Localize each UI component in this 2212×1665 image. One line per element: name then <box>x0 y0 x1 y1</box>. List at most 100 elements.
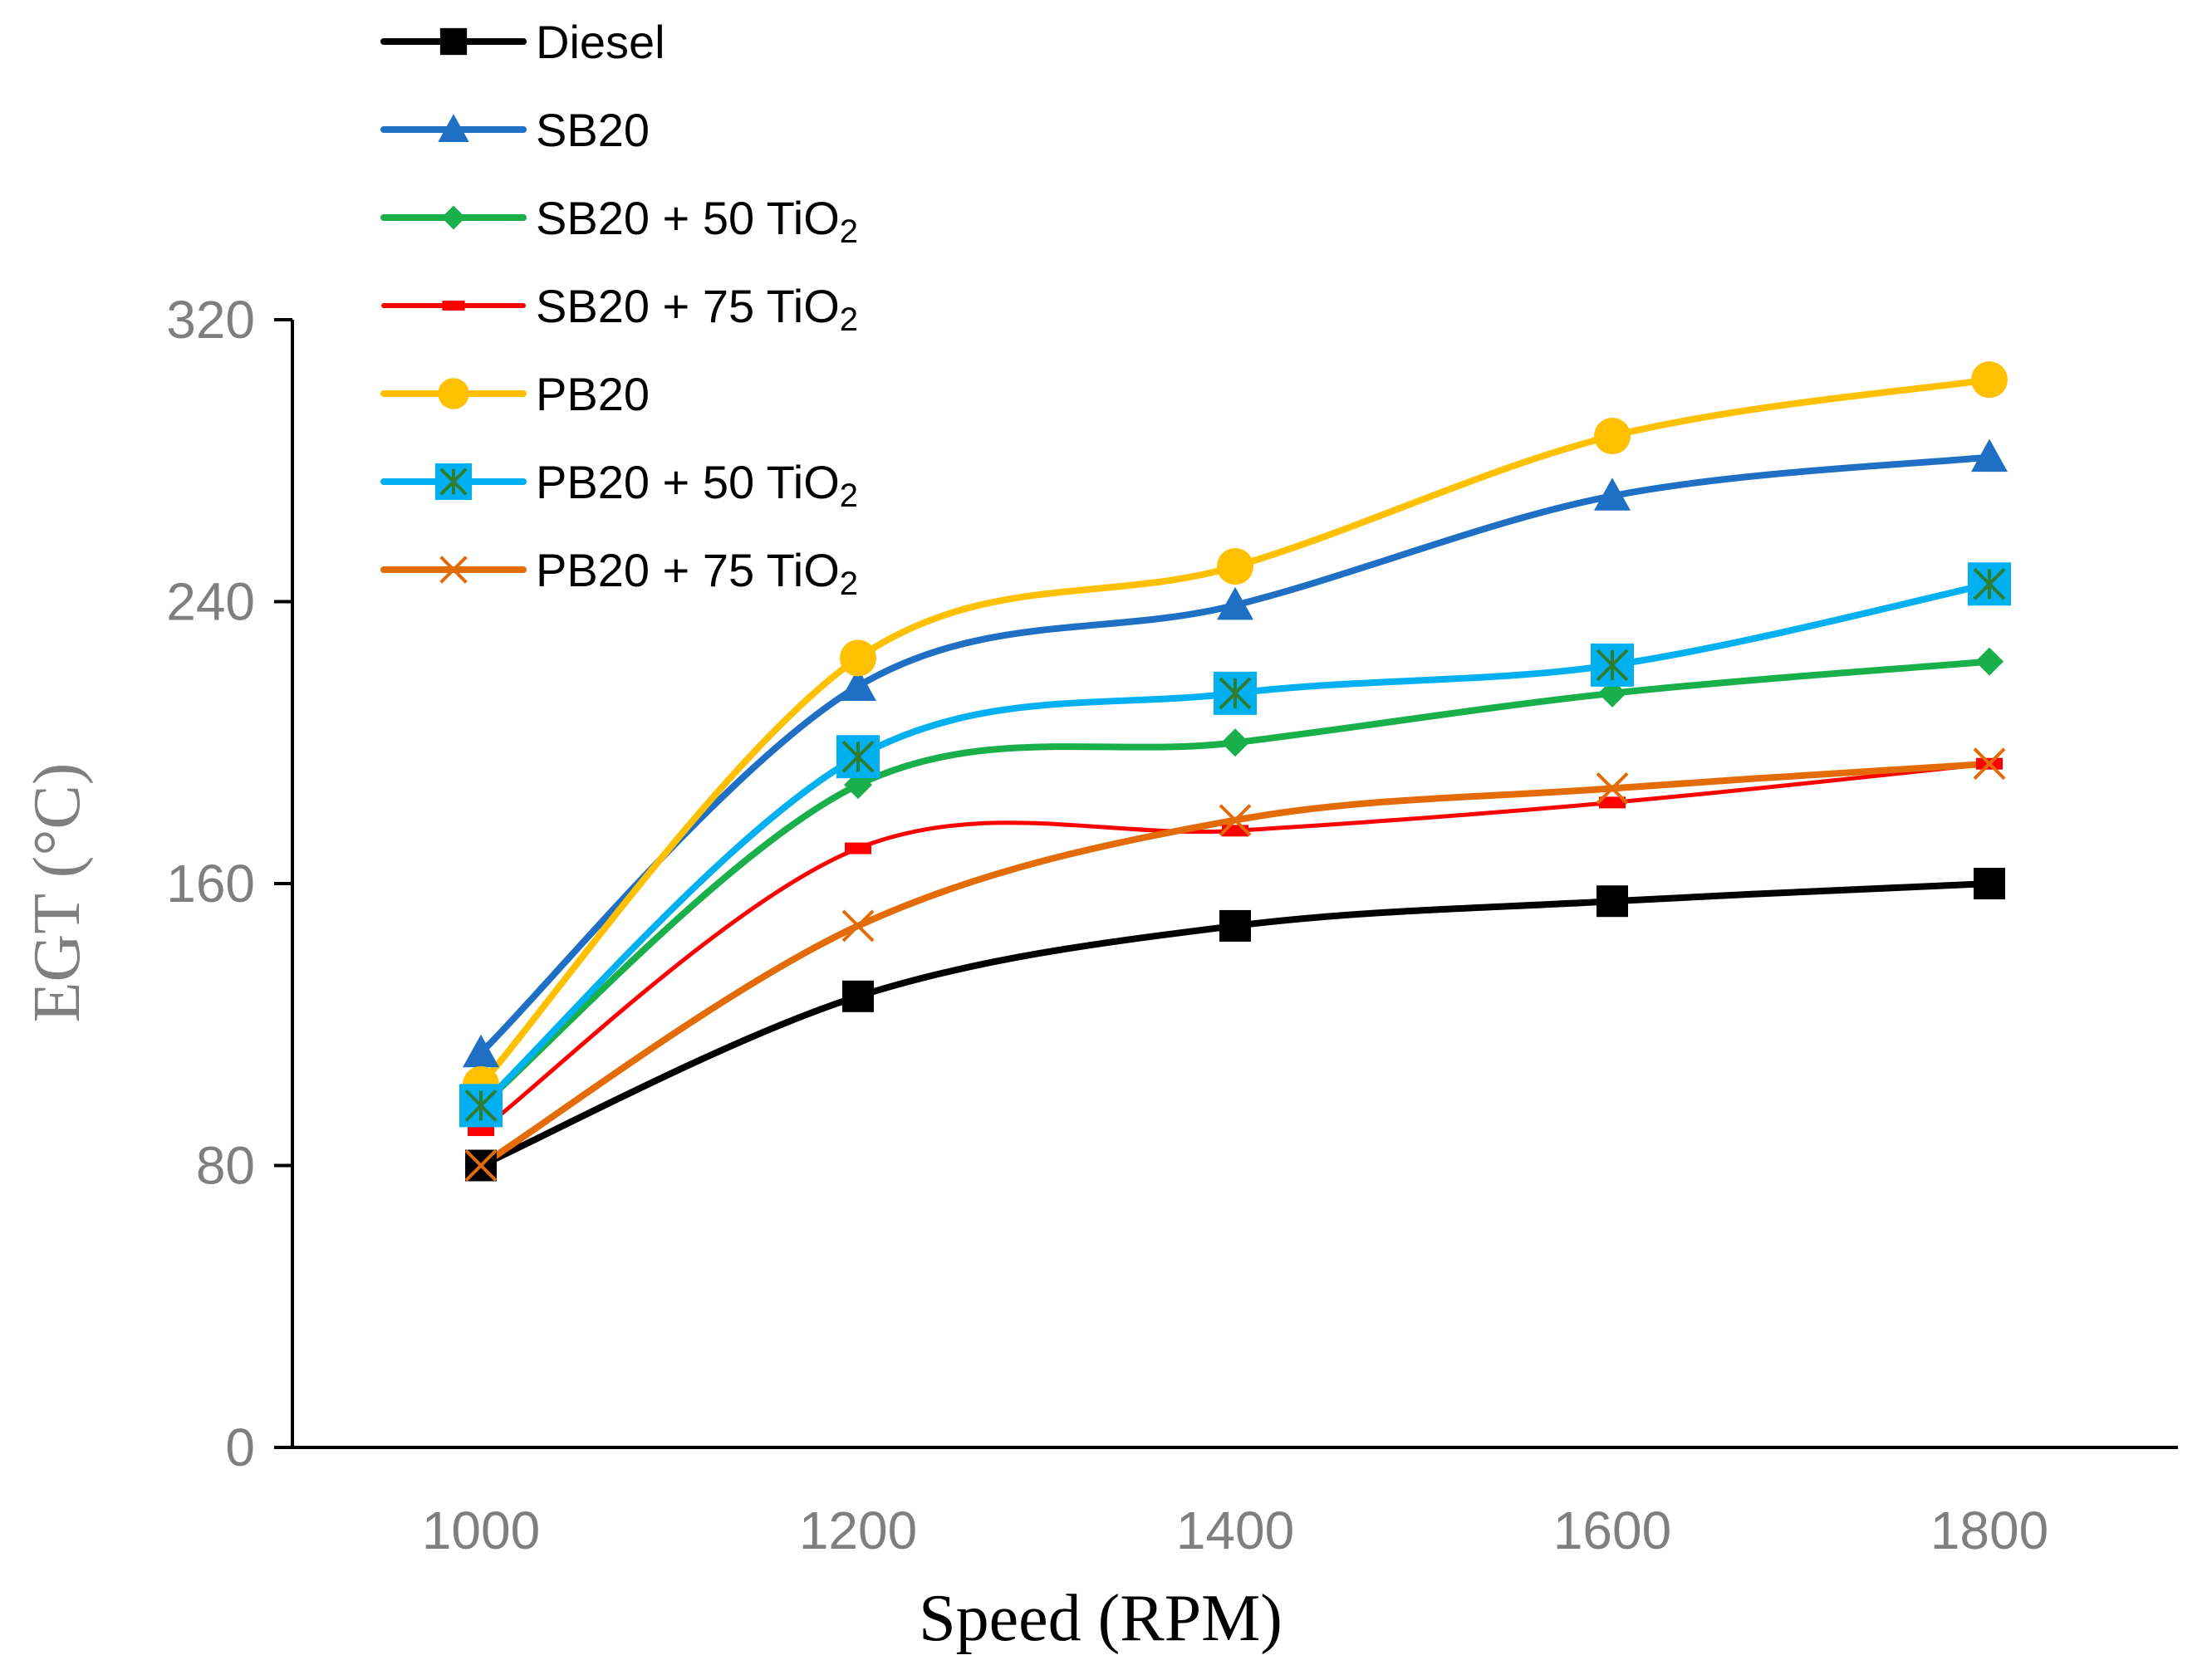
data-point-s4-shape <box>1971 361 2008 399</box>
data-point-s4-shape <box>1594 418 1631 455</box>
legend-label: SB20 + 75 TiO2 <box>536 280 858 338</box>
data-point-s6-stroke <box>841 909 875 943</box>
legend-label-text: PB20 + 75 TiO <box>536 544 840 596</box>
legend-label: PB20 + 50 TiO2 <box>536 456 858 514</box>
series-line-1 <box>478 453 1993 1056</box>
data-point-s6 <box>841 909 875 943</box>
legend-swatch-marker-shape <box>439 27 468 56</box>
data-point-s4 <box>1217 548 1253 585</box>
legend-label-text: Diesel <box>536 16 665 68</box>
x-tick-label: 1400 <box>1176 1501 1294 1560</box>
legend-label-subscript: 2 <box>840 213 858 250</box>
legend-label: SB20 <box>536 104 650 156</box>
x-tick-label: 1000 <box>422 1501 540 1560</box>
legend-label: PB20 <box>536 368 650 420</box>
data-point-s3-shape <box>468 1124 494 1137</box>
legend-swatch-marker <box>441 205 466 230</box>
data-point-s3 <box>1599 796 1626 809</box>
series-line-2 <box>478 658 1993 1109</box>
legend-swatch-marker <box>434 463 473 501</box>
legend-label-text: SB20 + 50 TiO <box>536 192 840 244</box>
data-point-s0-shape <box>1974 868 2005 899</box>
data-point-s2 <box>1975 647 2004 676</box>
y-tick-label: 320 <box>166 290 255 350</box>
x-tick-label: 1200 <box>799 1501 917 1560</box>
legend-label-subscript: 2 <box>840 301 858 338</box>
data-point-s0 <box>1974 868 2005 899</box>
legend-swatch-marker <box>438 114 469 142</box>
legend-label-text: SB20 <box>536 104 650 156</box>
data-point-s0 <box>842 980 874 1012</box>
legend-swatch-marker <box>438 378 469 409</box>
y-ticks: 0 80 160 240 320 <box>166 290 292 1477</box>
legend-swatch-marker-shape <box>442 301 465 311</box>
data-point-s3-shape <box>1599 796 1626 809</box>
data-point-s3 <box>468 1124 494 1137</box>
x-axis-title: Speed (RPM) <box>919 1582 1283 1655</box>
data-point-s1 <box>463 1034 499 1068</box>
data-point-s5 <box>1591 643 1634 687</box>
legend-swatch-marker <box>442 301 465 311</box>
data-point-s2-shape <box>1221 728 1249 757</box>
data-point-s5 <box>1214 671 1257 715</box>
legend-label-subscript: 2 <box>840 477 858 514</box>
legend-label: PB20 + 75 TiO2 <box>536 544 858 602</box>
data-point-s1 <box>1217 586 1253 620</box>
legend-label: Diesel <box>536 16 665 68</box>
data-point-s2-shape <box>1975 647 2004 676</box>
data-point-s4 <box>1971 361 2008 399</box>
data-point-s3 <box>845 842 871 855</box>
x-ticks: 1000 1200 1400 1600 1800 <box>422 1501 2048 1560</box>
y-tick-label: 0 <box>225 1418 255 1477</box>
legend-label-subscript: 2 <box>840 566 858 602</box>
data-point-s4-shape <box>840 639 876 677</box>
markers <box>459 361 2011 1182</box>
data-point-s5 <box>1968 562 2011 606</box>
data-point-s4 <box>840 639 876 677</box>
data-point-s0 <box>1596 885 1628 918</box>
data-point-s6 <box>1973 747 2006 781</box>
data-point-s4 <box>1594 418 1631 455</box>
legend-label-text: PB20 + 50 TiO <box>536 456 840 508</box>
data-point-s1-shape <box>1971 438 2008 473</box>
data-point-s3-shape <box>845 842 871 855</box>
data-point-s0-shape <box>842 980 874 1012</box>
y-tick-label: 80 <box>196 1136 255 1196</box>
data-point-s4-shape <box>1217 548 1253 585</box>
data-point-s2 <box>1221 728 1249 757</box>
legend-label-text: SB20 + 75 TiO <box>536 280 840 332</box>
data-point-s6 <box>1596 772 1629 805</box>
series-line-6 <box>478 760 1993 1169</box>
legend-swatch-marker-shape <box>438 114 469 142</box>
data-point-s1 <box>1594 477 1631 511</box>
data-point-s6-stroke <box>464 1149 498 1182</box>
series-line-5 <box>478 580 1993 1109</box>
data-point-s1 <box>840 668 876 701</box>
data-point-s6 <box>464 1149 498 1182</box>
x-tick-label: 1600 <box>1553 1501 1671 1560</box>
data-point-s1-shape <box>1594 477 1631 511</box>
data-point-s1-shape <box>840 668 876 701</box>
series-line-4 <box>478 376 1993 1088</box>
data-point-s1 <box>1971 438 2008 473</box>
data-point-s0-shape <box>1219 909 1251 942</box>
data-point-s6 <box>1219 804 1252 837</box>
y-tick-label: 240 <box>166 572 255 632</box>
legend-swatch-marker <box>439 556 468 584</box>
legend-label: SB20 + 50 TiO2 <box>536 192 858 250</box>
data-point-s6-stroke <box>1973 747 2006 781</box>
y-axis-title: EGT (°C) <box>21 763 94 1023</box>
data-point-s1-shape <box>1217 586 1253 620</box>
data-point-s6-stroke <box>1219 804 1252 837</box>
data-point-s0 <box>1219 909 1251 942</box>
data-point-s0-shape <box>1596 885 1628 918</box>
legend-label-text: PB20 <box>536 368 650 420</box>
data-point-s5 <box>459 1084 503 1128</box>
legend-swatch-marker-stroke <box>439 556 468 584</box>
legend-swatch-marker <box>439 27 468 56</box>
data-point-s5 <box>836 735 880 779</box>
x-tick-label: 1800 <box>1930 1501 2048 1560</box>
